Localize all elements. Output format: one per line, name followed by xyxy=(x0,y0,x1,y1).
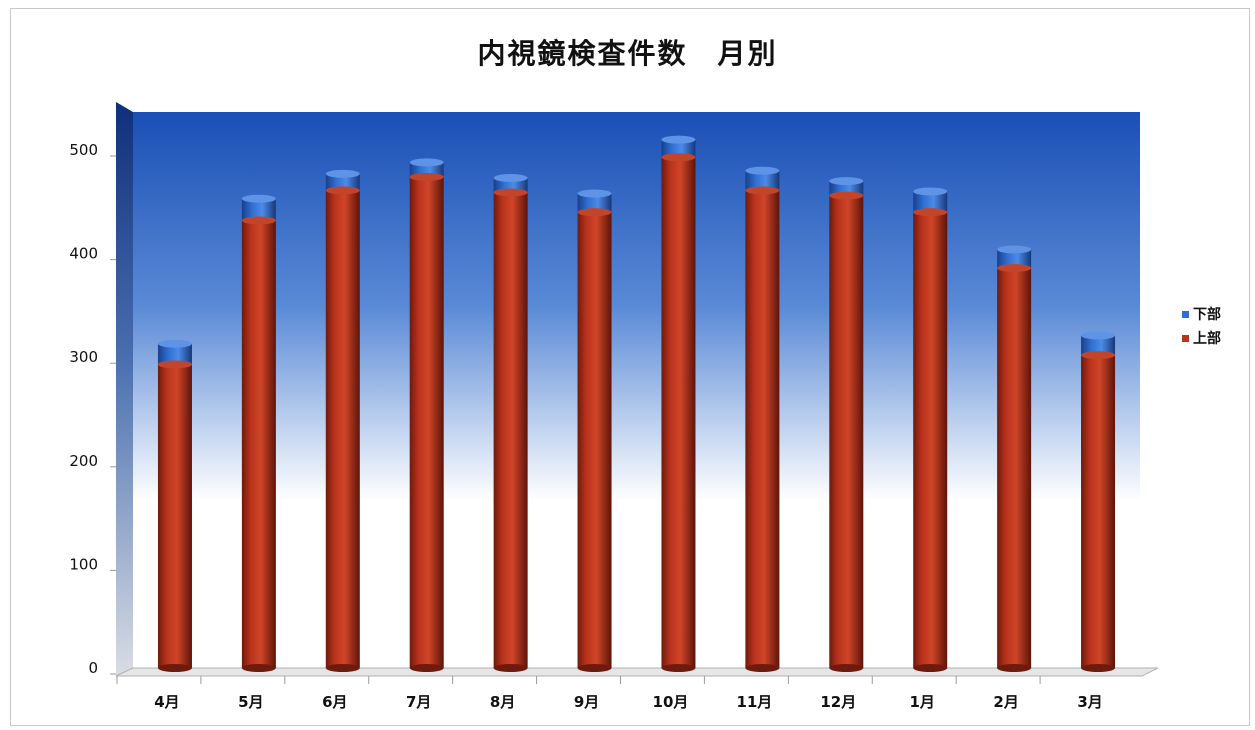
bar-cap xyxy=(577,189,612,198)
x-tick-label: 4月 xyxy=(154,693,179,711)
bar-cap xyxy=(661,135,696,144)
bar-cap xyxy=(1081,331,1116,340)
bar-upper-gi xyxy=(661,157,696,668)
bar-base xyxy=(913,664,948,672)
x-tick-label: 8月 xyxy=(490,693,515,711)
bar-seam xyxy=(745,186,780,195)
bar-upper-gi xyxy=(325,190,360,669)
chart-floor xyxy=(115,667,1159,677)
bar-lower-gi xyxy=(829,181,864,196)
legend-item: 上部 xyxy=(1182,326,1221,350)
bar-lower-gi xyxy=(913,191,948,213)
bar-cap xyxy=(409,158,444,167)
bar-upper-gi xyxy=(913,212,948,668)
bar-base xyxy=(157,664,192,672)
chart-title: 内視鏡検査件数 月別 xyxy=(477,37,778,70)
bar-cap xyxy=(829,177,864,186)
bar-lower-gi xyxy=(1081,335,1116,356)
legend-item: 下部 xyxy=(1182,302,1221,326)
bar-upper-gi xyxy=(157,364,192,668)
bar-seam xyxy=(577,208,612,217)
bar-cap xyxy=(745,166,780,175)
bar-cap xyxy=(325,169,360,178)
bar-lower-gi xyxy=(409,162,444,177)
x-tick-label: 6月 xyxy=(322,693,347,711)
y-tick-label: 400 xyxy=(69,245,98,263)
bar-upper-gi xyxy=(745,190,780,669)
bar-cap xyxy=(493,173,528,182)
x-tick-label: 1月 xyxy=(909,693,934,711)
bar-lower-gi xyxy=(157,343,192,365)
bar-cap xyxy=(157,339,192,348)
bar-base xyxy=(241,664,276,672)
legend-label: 下部 xyxy=(1193,307,1221,323)
bar-lower-gi xyxy=(241,198,276,221)
bar-cap xyxy=(241,194,276,203)
bar-base xyxy=(409,664,444,672)
bar-lower-gi xyxy=(745,170,780,191)
bar-cap xyxy=(913,187,948,196)
bar-upper-gi xyxy=(493,192,528,668)
bar-base xyxy=(1081,664,1116,672)
chart-back-wall xyxy=(133,112,1140,668)
x-tick-label: 12月 xyxy=(820,693,856,711)
x-tick-label: 3月 xyxy=(1077,693,1102,711)
bar-seam xyxy=(493,188,528,197)
bar-upper-gi xyxy=(829,195,864,669)
legend-swatch xyxy=(1182,334,1189,342)
bar-upper-gi xyxy=(997,268,1032,668)
y-tick-label: 300 xyxy=(69,348,98,366)
bar-upper-gi xyxy=(241,220,276,668)
chart-legend: 下部 上部 xyxy=(1182,302,1221,350)
bar-lower-gi xyxy=(577,193,612,213)
y-tick-label: 200 xyxy=(69,452,98,470)
y-tick-label: 500 xyxy=(69,141,98,159)
bar-upper-gi xyxy=(409,176,444,668)
bar-lower-gi xyxy=(325,173,360,191)
x-tick-label: 7月 xyxy=(406,693,431,711)
x-tick-label: 5月 xyxy=(238,693,263,711)
bar-upper-gi xyxy=(577,212,612,668)
bar-cap xyxy=(997,245,1032,254)
bar-base xyxy=(661,664,696,672)
legend-label: 上部 xyxy=(1193,331,1221,347)
bar-lower-gi xyxy=(997,249,1032,269)
chart-side-wall xyxy=(116,102,133,676)
bar-seam xyxy=(325,186,360,195)
bar-base xyxy=(493,664,528,672)
legend-swatch xyxy=(1182,310,1189,318)
x-tick-label: 10月 xyxy=(653,693,689,711)
bar-base xyxy=(997,664,1032,672)
bar-base xyxy=(577,664,612,672)
bar-seam xyxy=(997,264,1032,273)
bar-seam xyxy=(829,191,864,200)
x-tick-label: 9月 xyxy=(574,693,599,711)
bar-seam xyxy=(409,172,444,181)
bar-seam xyxy=(913,208,948,217)
bar-seam xyxy=(241,216,276,225)
bar-lower-gi xyxy=(661,139,696,158)
y-tick-label: 100 xyxy=(69,555,98,573)
bar-seam xyxy=(157,360,192,369)
bar-base xyxy=(745,664,780,672)
bar-seam xyxy=(661,153,696,162)
bar-base xyxy=(829,664,864,672)
x-tick-label: 11月 xyxy=(736,693,772,711)
bar-upper-gi xyxy=(1081,355,1116,668)
bar-base xyxy=(325,664,360,672)
y-tick-label: 0 xyxy=(88,659,98,677)
bar-seam xyxy=(1081,351,1116,360)
bar-lower-gi xyxy=(493,177,528,193)
x-tick-label: 2月 xyxy=(993,693,1018,711)
